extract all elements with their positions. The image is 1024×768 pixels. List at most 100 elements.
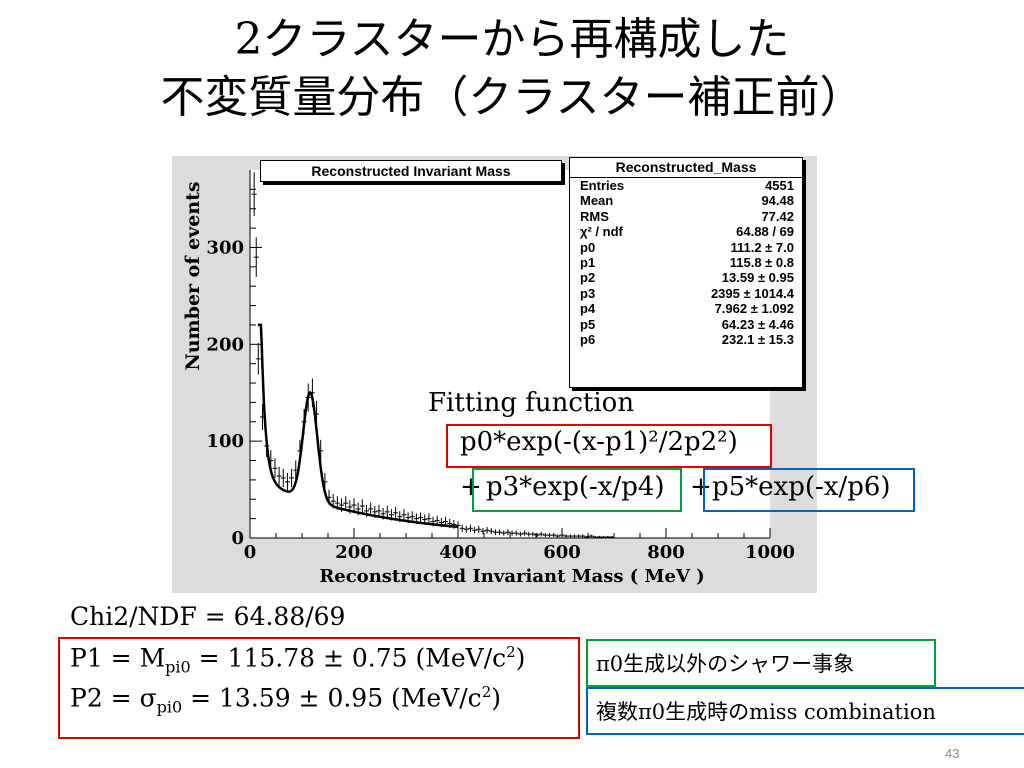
data-point — [463, 525, 469, 533]
data-point — [467, 524, 473, 532]
x-tick-label: 200 — [335, 542, 373, 563]
data-point — [488, 528, 494, 535]
stats-row: Mean 94.48 — [570, 193, 802, 208]
data-point — [376, 504, 382, 518]
stats-value: 64.23 ± 4.46 — [721, 316, 794, 332]
data-point — [272, 458, 278, 479]
x-tick-label: 600 — [543, 542, 581, 563]
data-point — [253, 237, 259, 277]
data-point — [588, 534, 594, 538]
stats-value: 64.88 / 69 — [736, 224, 794, 240]
stats-row: p2 13.59 ± 0.95 — [570, 270, 802, 285]
slide-title-line2: 不変質量分布（クラスター補正前） — [160, 72, 864, 123]
stats-value: 232.1 ± 15.3 — [721, 331, 794, 347]
data-point — [476, 525, 482, 533]
exp-term2: p5*exp(-x/p6) — [712, 472, 891, 502]
x-tick-label: 1000 — [745, 542, 795, 563]
stats-box: Reconstructed_Mass Entries 4551 Mean 94.48 R… — [569, 157, 803, 388]
data-point — [538, 531, 544, 537]
data-point — [343, 496, 349, 511]
results-box — [58, 637, 580, 739]
tag-blue-text: 複数π0生成時のmiss combination — [596, 700, 936, 724]
data-point — [409, 511, 415, 523]
stats-value: 4551 — [765, 178, 794, 193]
stats-value: 2395 ± 1014.4 — [710, 285, 794, 301]
data-point — [351, 498, 357, 512]
plus-sign-2: + — [690, 472, 712, 502]
data-point — [480, 528, 486, 535]
data-point — [534, 533, 540, 538]
stats-row: p3 2395 ± 1014.4 — [570, 286, 802, 301]
page-number: 43 — [945, 746, 960, 761]
data-point — [368, 502, 374, 516]
data-point — [530, 531, 536, 537]
data-point — [580, 534, 586, 538]
data-point — [359, 499, 365, 513]
stats-value: 77.42 — [761, 208, 794, 224]
stats-value: 115.8 ± 0.8 — [729, 254, 794, 270]
stats-label: p0 — [580, 239, 596, 255]
plus-sign-1: + — [460, 472, 482, 502]
stats-label: p4 — [580, 301, 596, 317]
stats-row: χ² / ndf 64.88 / 69 — [570, 224, 802, 239]
p2-result: P2 = σpi0 = 13.59 ± 0.95 (MeV/c2) — [70, 683, 501, 717]
data-point — [255, 343, 261, 375]
stats-label: p5 — [580, 316, 596, 332]
gauss-term-box — [446, 424, 772, 468]
stats-row: Entries 4551 — [570, 178, 802, 193]
stats-row: p5 64.23 ± 4.46 — [570, 317, 802, 332]
y-tick-label: 200 — [206, 334, 244, 355]
data-point — [551, 533, 557, 538]
stats-label: χ² / ndf — [580, 224, 623, 240]
data-point — [401, 509, 407, 521]
y-tick-label: 0 — [231, 528, 244, 549]
data-point — [505, 529, 511, 536]
stats-row: p1 115.8 ± 0.8 — [570, 255, 802, 270]
stats-label: p6 — [580, 331, 596, 347]
stats-value: 94.48 — [761, 193, 794, 209]
fitting-function-label: Fitting function — [428, 388, 635, 418]
fit-curve — [257, 323, 458, 529]
data-point — [522, 530, 528, 536]
exp-term1-box — [472, 468, 682, 512]
gauss-term: p0*exp(-(x-p1)²/2p2²) — [460, 427, 738, 457]
data-point — [513, 530, 519, 536]
p1-result: P1 = Mpi0 = 115.78 ± 0.75 (MeV/c2) — [70, 643, 526, 677]
data-point — [484, 526, 490, 534]
data-point — [280, 468, 286, 488]
stats-row: p4 7.962 ± 1.092 — [570, 301, 802, 316]
stats-value: 7.962 ± 1.092 — [714, 301, 794, 317]
stats-label: p1 — [580, 254, 596, 270]
data-point — [289, 468, 295, 488]
stats-row: p6 232.1 ± 15.3 — [570, 332, 802, 347]
data-point — [284, 472, 290, 491]
stats-title: Reconstructed_Mass — [570, 158, 802, 178]
exp-term1: p3*exp(-x/p4) — [486, 472, 665, 502]
stats-row: p0 111.2 ± 7.0 — [570, 240, 802, 255]
data-point — [555, 534, 561, 538]
data-point — [276, 466, 282, 486]
y-axis-label-text: Number of events — [182, 181, 204, 371]
stats-value: 111.2 ± 7.0 — [730, 239, 794, 255]
stats-label: p2 — [580, 270, 596, 286]
y-tick-label: 100 — [206, 431, 244, 452]
data-point — [517, 531, 523, 537]
y-tick-label: 300 — [206, 237, 244, 258]
x-tick-label: 800 — [647, 542, 685, 563]
stats-label: Mean — [580, 193, 614, 209]
data-point — [384, 505, 390, 518]
stats-label: p3 — [580, 285, 596, 301]
tag-green-text: π0生成以外のシャワー事象 — [596, 652, 855, 676]
exp-term2-box — [703, 468, 915, 512]
tag-blue-box — [586, 687, 1024, 735]
tag-green-box — [586, 639, 936, 687]
x-axis-label: Reconstructed Invariant Mass ( MeV ) — [319, 566, 705, 587]
stats-label: Entries — [580, 178, 625, 193]
stats-value: 13.59 ± 0.95 — [721, 270, 794, 286]
x-tick-label: 400 — [439, 542, 477, 563]
data-point — [459, 524, 465, 532]
data-point — [472, 526, 478, 534]
stats-label: RMS — [580, 208, 609, 224]
y-axis-label: Number of events — [178, 181, 208, 370]
data-point — [418, 512, 424, 523]
